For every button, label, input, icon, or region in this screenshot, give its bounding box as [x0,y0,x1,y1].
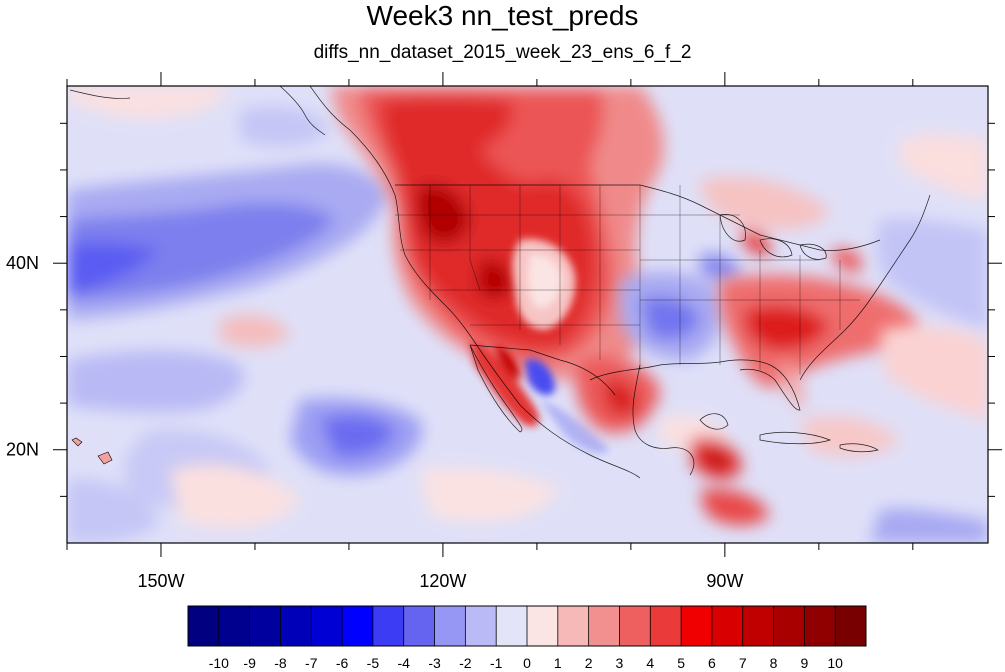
colorbar-swatch [218,606,251,646]
colorbar: -10 -9 -8 -7 -6 -5 -4 -3 -2 -1 0 1 2 3 4 5 6 7 8 9 10 [187,605,867,671]
x-tick-label: 90W [706,571,743,591]
colorbar-swatch [835,606,867,646]
x-tick-label: 120W [419,571,466,591]
colorbar-swatch [742,606,775,646]
colorbar-swatch [434,606,466,646]
colorbar-label: 2 [585,655,593,671]
colorbar-swatch [588,606,620,646]
colorbar-swatch [465,606,497,646]
hawaii-islands [71,437,113,465]
colorbar-swatch [773,606,805,646]
colorbar-swatch [249,606,281,646]
y-tick-label: 40N [6,253,39,273]
colorbar-swatch [280,606,312,646]
colorbar-label: -4 [398,655,411,671]
colorbar-label: -10 [209,655,229,671]
northeast-anomalies [700,134,988,330]
plot-title: Week3 nn_test_preds [366,0,639,31]
colorbar-swatch [681,606,713,646]
atlantic-anomalies [660,325,988,543]
colorbar-label: 10 [827,655,843,671]
y-tick-label: 20N [6,440,39,460]
colorbar-swatch [496,606,528,646]
colorbar-label: -5 [367,655,380,671]
coastlines [69,86,931,479]
colorbar-swatch [804,606,836,646]
colorbar-swatch [619,606,651,646]
colorbar-label: -6 [336,655,349,671]
colorbar-swatch [311,606,343,646]
colorbar-swatch [650,606,682,646]
interior-weak-anomaly [512,239,576,330]
gulf-california-negative [525,359,610,454]
plot-subtitle: diffs_nn_dataset_2015_week_23_ens_6_f_2 [313,42,692,63]
colorbar-swatch [527,606,559,646]
colorbar-label: 7 [739,655,747,671]
colorbar-swatch [342,606,374,646]
colorbar-label: -9 [243,655,256,671]
colorbar-label: 9 [800,655,808,671]
x-axis-ticks: 150W 120W 90W [66,72,914,591]
colorbar-label: 5 [677,655,685,671]
colorbar-label: 0 [523,655,531,671]
pacific-positive-anomalies [67,86,560,529]
state-borders [395,185,860,375]
colorbar-label: 4 [646,655,654,671]
pacific-negative-anomalies [67,106,422,543]
colorbar-label: 8 [770,655,778,671]
colorbar-swatch [188,606,220,646]
colorbar-swatch [372,606,405,646]
colorbar-label: -1 [490,655,503,671]
colorbar-swatch [557,606,590,646]
colorbar-label: 6 [708,655,716,671]
colorbar-label: 3 [616,655,624,671]
x-tick-label: 150W [137,571,184,591]
y-axis-ticks: 40N 20N [6,122,1002,497]
texas-positive-anomaly [576,356,660,433]
colorbar-label: -3 [428,655,441,671]
colorbar-label: -7 [305,655,318,671]
colorbar-label: -2 [459,655,472,671]
colorbar-swatch [711,606,744,646]
baja-positive-anomaly [470,340,540,427]
colorbar-swatch [403,606,436,646]
plot-frame [66,85,989,544]
colorbar-label: 1 [554,655,562,671]
map-field [67,86,988,543]
colorbar-label: -8 [274,655,287,671]
